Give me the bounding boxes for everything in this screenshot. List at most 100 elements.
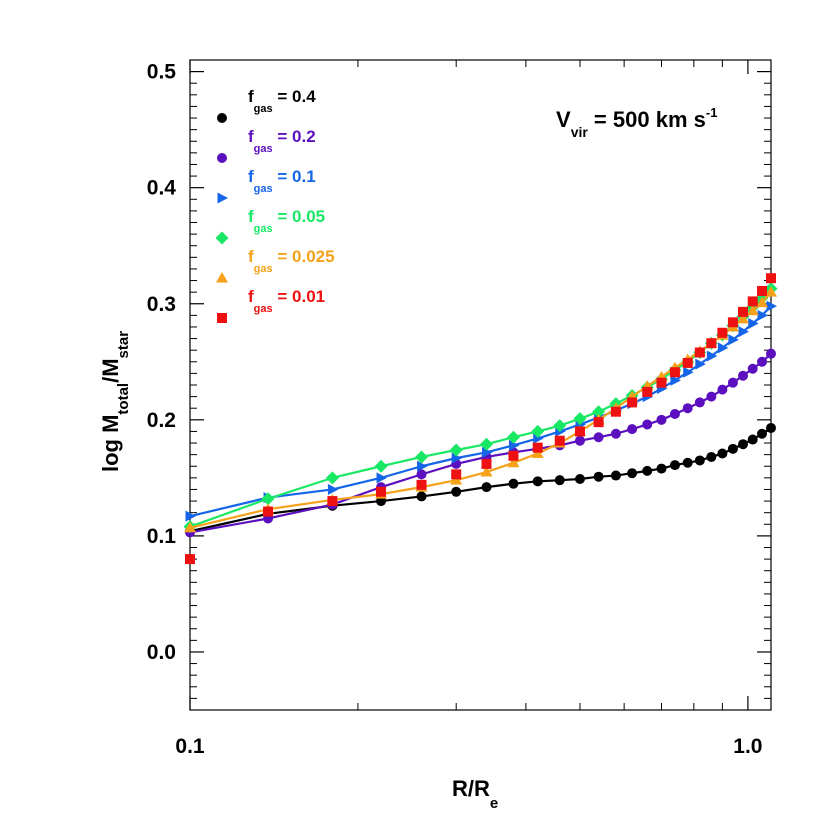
data-point: [449, 443, 463, 457]
data-point: [642, 465, 653, 476]
legend-marker: [217, 113, 227, 123]
legend: fgas = 0.4 fgas = 0.2 fgas = 0.1 fgas = 0.0…: [215, 87, 335, 323]
data-point: [706, 350, 718, 362]
data-point: [376, 472, 388, 484]
legend-label: fgas = 0.025: [248, 247, 335, 275]
data-point: [757, 285, 768, 296]
data-point: [706, 391, 717, 402]
data-point: [642, 386, 653, 397]
data-point: [694, 397, 705, 408]
data-point: [682, 403, 693, 414]
data-point: [417, 460, 428, 472]
data-point: [185, 510, 196, 522]
data-point: [670, 374, 681, 386]
legend-marker: [217, 192, 228, 204]
data-point: [574, 426, 585, 437]
data-point: [327, 483, 339, 495]
y-tick-label: 0.0: [147, 641, 176, 664]
series-layer: [183, 273, 778, 565]
data-point: [706, 451, 717, 462]
legend-label: fgas = 0.2: [248, 127, 316, 155]
data-point: [766, 273, 776, 284]
data-point: [757, 356, 768, 367]
data-point: [669, 367, 680, 378]
data-point: [757, 428, 768, 439]
data-point: [451, 469, 462, 480]
legend-marker: [215, 231, 229, 245]
data-point: [261, 492, 275, 506]
data-point: [728, 334, 739, 346]
y-tick-label: 0.2: [147, 409, 176, 432]
data-point: [766, 348, 776, 359]
data-point: [507, 456, 520, 468]
data-point: [451, 452, 463, 464]
legend-item: fgas = 0.05: [215, 207, 325, 245]
data-point: [669, 460, 680, 471]
data-point: [656, 463, 667, 474]
series-1: [185, 422, 776, 537]
data-point: [482, 446, 493, 458]
data-point: [757, 309, 769, 321]
series-6: [185, 273, 776, 565]
data-point: [481, 482, 492, 493]
axes-frame: [189, 59, 772, 711]
data-point: [554, 475, 565, 486]
legend-label: fgas = 0.05: [248, 207, 325, 235]
data-point: [748, 317, 759, 329]
data-point: [717, 342, 729, 354]
legend-item: fgas = 0.01: [217, 287, 325, 323]
data-point: [738, 370, 749, 381]
data-point: [553, 419, 567, 433]
data-point: [627, 424, 638, 435]
data-point: [717, 384, 728, 395]
data-point: [766, 300, 777, 312]
data-point: [593, 471, 604, 482]
data-point: [610, 406, 621, 417]
data-point: [480, 437, 494, 451]
data-point: [376, 486, 387, 497]
data-point: [327, 496, 338, 507]
data-point: [756, 296, 769, 308]
data-point: [416, 491, 427, 502]
data-point: [593, 432, 604, 443]
data-point: [694, 347, 705, 358]
legend-label: fgas = 0.1: [248, 167, 316, 195]
data-point: [532, 476, 543, 487]
data-point: [695, 358, 706, 370]
data-point: [694, 455, 705, 466]
y-tick-label: 0.4: [147, 177, 177, 200]
data-point: [766, 422, 776, 433]
data-point: [656, 414, 667, 425]
data-point: [727, 443, 738, 454]
y-tick-label: 0.1: [147, 525, 177, 548]
data-point: [610, 470, 621, 481]
data-point: [263, 506, 274, 517]
ticks: 0.0 0.1 0.2 0.3 0.4 0.5 0.1 1.0: [147, 59, 771, 758]
data-point: [765, 286, 777, 297]
data-point: [627, 468, 638, 479]
data-point: [480, 466, 493, 477]
data-point: [451, 486, 462, 497]
data-point: [325, 471, 339, 485]
data-point: [738, 439, 749, 450]
data-point: [746, 304, 759, 316]
data-point: [747, 296, 758, 307]
legend-marker: [217, 313, 227, 323]
data-point: [682, 457, 693, 468]
data-point: [727, 377, 738, 388]
data-point: [574, 435, 585, 446]
data-point: [717, 448, 728, 459]
x-tick-label: 0.1: [175, 735, 205, 758]
y-tick-label: 0.5: [147, 61, 177, 84]
data-point: [450, 474, 463, 485]
data-point: [682, 357, 693, 368]
data-point: [416, 479, 427, 490]
data-point: [574, 474, 585, 485]
data-point: [554, 435, 565, 446]
legend-label: fgas = 0.01: [248, 287, 325, 315]
legend-item: fgas = 0.1: [217, 167, 316, 204]
data-point: [185, 554, 195, 565]
data-point: [727, 317, 738, 328]
x-axis-label: R/Re: [452, 776, 498, 812]
